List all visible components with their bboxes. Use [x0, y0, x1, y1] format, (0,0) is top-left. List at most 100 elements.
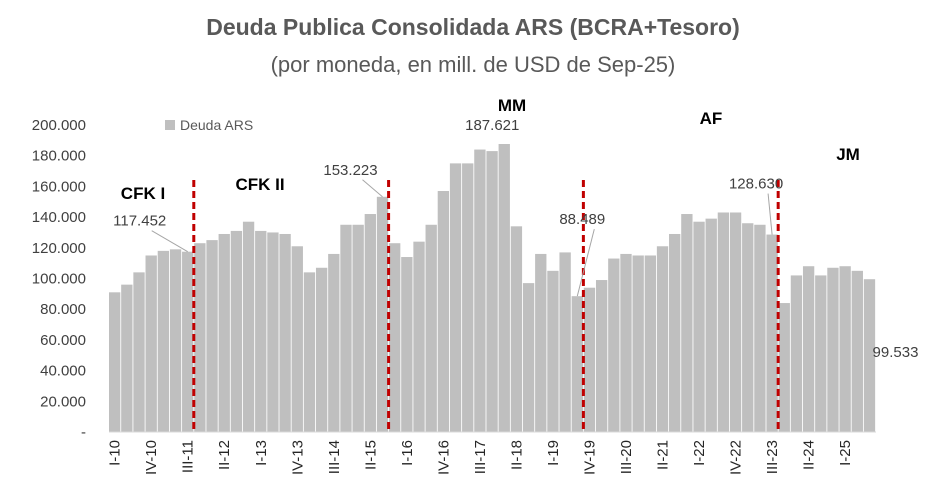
bar — [389, 243, 401, 432]
bar — [547, 270, 559, 432]
bar — [486, 151, 498, 432]
x-tick-label: II-12 — [216, 440, 233, 470]
bar — [681, 214, 693, 432]
bar — [315, 267, 328, 432]
bar — [851, 270, 863, 432]
bar — [425, 224, 437, 432]
bar — [121, 284, 133, 432]
bar — [157, 250, 170, 432]
bar — [669, 233, 681, 432]
data-label: 128.630 — [729, 176, 783, 193]
x-tick-label: II-21 — [655, 440, 672, 470]
bar — [644, 255, 657, 432]
bar — [705, 218, 717, 432]
bar — [218, 233, 230, 432]
data-label: 99.533 — [873, 344, 919, 361]
bar — [815, 275, 827, 432]
y-tick-label: 180.000 — [32, 148, 86, 165]
x-tick-label: I-10 — [107, 440, 124, 466]
y-tick-label: 200.000 — [32, 117, 86, 134]
bar — [328, 253, 340, 432]
era-label: JM — [836, 145, 860, 164]
bar — [352, 224, 364, 432]
x-tick-label: IV-10 — [143, 440, 160, 475]
era-label: CFK I — [121, 184, 165, 203]
bar — [827, 267, 839, 432]
y-tick-label: 120.000 — [32, 240, 86, 257]
bar — [571, 296, 583, 432]
y-tick-label: 100.000 — [32, 271, 86, 288]
data-label-leader — [362, 179, 383, 198]
x-tick-label: IV-22 — [728, 440, 745, 475]
bar — [145, 255, 157, 432]
legend-label: Deuda ARS — [180, 117, 253, 133]
bar — [401, 257, 413, 432]
y-tick-label: 160.000 — [32, 178, 86, 195]
bar — [535, 253, 547, 432]
bar — [303, 272, 316, 432]
bar — [583, 287, 596, 432]
bar — [206, 240, 218, 432]
x-tick-label: I-19 — [545, 440, 562, 466]
bar — [656, 246, 669, 432]
y-tick-label: 20.000 — [40, 393, 86, 410]
bar — [230, 230, 243, 432]
y-tick-label: 140.000 — [32, 209, 86, 226]
data-label: 117.452 — [113, 213, 166, 230]
x-tick-label: III-20 — [618, 440, 635, 474]
bar — [766, 234, 778, 432]
data-label-leader — [576, 229, 595, 297]
data-label: 88.489 — [559, 211, 605, 228]
bar — [595, 280, 608, 432]
era-label: AF — [700, 109, 723, 128]
bar — [194, 243, 206, 432]
x-tick-label: IV-19 — [581, 440, 598, 475]
y-tick-label: 60.000 — [40, 332, 86, 349]
bar — [413, 241, 425, 432]
x-tick-label: III-14 — [326, 440, 343, 474]
x-tick-label: I-25 — [837, 440, 854, 466]
bar — [474, 149, 486, 432]
bar — [729, 212, 742, 432]
x-tick-label: I-13 — [253, 440, 270, 466]
bar — [462, 163, 474, 432]
bar — [620, 253, 632, 432]
y-tick-label: 80.000 — [40, 301, 86, 318]
era-label: CFK II — [235, 175, 284, 194]
bar — [778, 303, 790, 432]
bar — [608, 258, 620, 432]
bar — [717, 212, 730, 432]
x-tick-label: IV-13 — [289, 440, 306, 475]
era-label: MM — [498, 96, 526, 115]
x-tick-label: III-17 — [472, 440, 489, 474]
x-tick-label: III-23 — [764, 440, 781, 474]
x-tick-label: III-11 — [180, 440, 197, 473]
bar — [693, 221, 705, 432]
bar — [863, 279, 876, 432]
bar — [242, 221, 255, 432]
bar — [632, 255, 644, 432]
bar — [169, 249, 182, 432]
x-tick-label: I-22 — [691, 440, 708, 466]
data-label-leader — [151, 230, 188, 253]
bar — [498, 144, 510, 432]
chart-title: Deuda Publica Consolidada ARS (BCRA+Teso… — [206, 14, 740, 40]
bar — [790, 275, 803, 432]
bar — [255, 230, 267, 432]
y-tick-label: - — [81, 424, 86, 441]
bar — [437, 191, 450, 432]
bar — [754, 224, 766, 432]
data-label: 153.223 — [323, 162, 377, 179]
bar — [559, 252, 571, 432]
bar — [340, 224, 352, 432]
bar — [267, 232, 279, 432]
bar — [291, 246, 303, 432]
bar — [522, 283, 535, 432]
data-label-leader — [767, 193, 773, 235]
bar — [510, 226, 523, 432]
bar — [376, 196, 389, 432]
x-tick-label: II-18 — [508, 440, 525, 470]
y-tick-label: 40.000 — [40, 363, 86, 380]
bar — [182, 251, 194, 432]
